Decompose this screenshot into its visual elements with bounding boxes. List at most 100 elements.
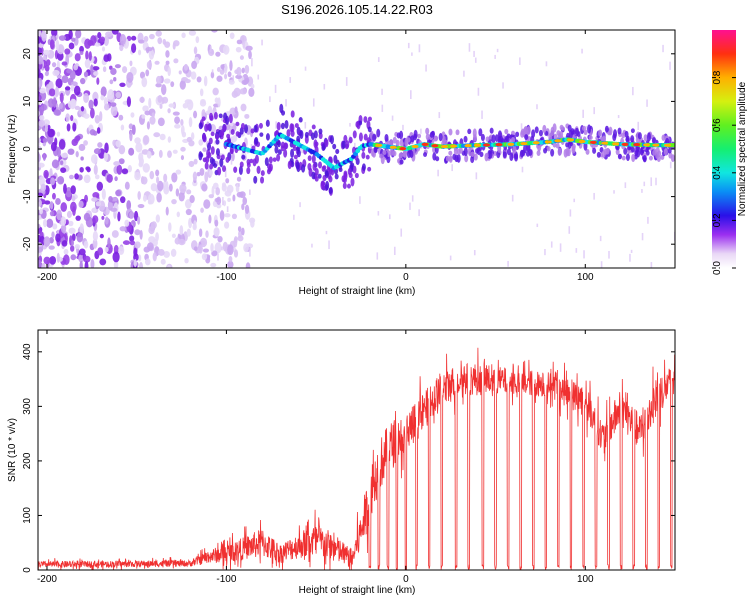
spectrogram-cell	[51, 159, 60, 169]
spectrogram-cell	[208, 48, 215, 57]
spectrogram-cell	[119, 33, 127, 45]
spectrogram-cell	[631, 154, 636, 162]
spectrogram-cell	[411, 195, 414, 202]
spectrogram-cell	[56, 209, 62, 221]
spectrogram-cell	[481, 110, 483, 119]
spectrogram-cell	[526, 126, 531, 135]
spectrogram-cell	[254, 137, 259, 145]
spectrogram-cell	[354, 142, 356, 151]
spectrogram-cell	[485, 136, 490, 142]
spectrogram-cell	[485, 153, 490, 158]
spectrogram-cell	[119, 44, 124, 52]
spectrogram-cell	[464, 154, 469, 163]
spectrogram-cell	[206, 255, 211, 261]
spectrogram-cell	[567, 138, 575, 142]
spectrogram-cell	[51, 62, 57, 68]
spectrogram-cell	[94, 114, 101, 124]
spectrogram-cell	[233, 237, 238, 248]
spectrogram-cell	[144, 258, 151, 266]
spectrogram-cell	[179, 225, 184, 236]
spectrogram-cell	[38, 234, 42, 245]
spectrogram-cell	[60, 216, 67, 226]
spectrogram-cell	[402, 124, 404, 131]
spectrogram-cell	[180, 119, 184, 126]
spectrogram-cell	[83, 140, 88, 146]
spectrogram-cell	[79, 45, 84, 53]
spectrogram-cell	[107, 237, 111, 249]
spectrogram-cell	[94, 174, 100, 180]
spectrogram-cell	[583, 129, 588, 136]
spectrogram-cell	[75, 135, 81, 142]
spectrogram-cell	[650, 262, 653, 268]
spectrogram-cell	[63, 248, 69, 255]
spectrogram-cell	[218, 113, 223, 119]
spectrogram-cell	[287, 160, 292, 170]
spectrogram-cell	[473, 153, 478, 161]
spectrogram-cell	[359, 196, 361, 204]
spectrogram-cell	[241, 203, 245, 211]
spectrogram-cell	[146, 242, 154, 251]
spectrogram-cell	[399, 159, 404, 165]
spectrogram-cell	[601, 141, 609, 145]
spectrogram-cell	[73, 64, 79, 71]
spectrogram-cell	[450, 144, 458, 148]
spectrogram-cell	[333, 154, 338, 164]
spectrogram-cell	[544, 249, 546, 256]
spectrogram-cell	[38, 259, 42, 268]
spectrogram-cell	[70, 185, 76, 195]
spectrogram-cell	[373, 147, 378, 154]
spectrogram-cell	[202, 248, 210, 253]
spectrogram-y-tick-label: 20	[22, 48, 33, 60]
spectrogram-cell	[160, 258, 166, 265]
spectrogram-cell	[62, 254, 70, 266]
spectrogram-cell	[668, 151, 673, 159]
spectrogram-y-tick-label: -20	[22, 237, 33, 252]
spectrogram-cell	[323, 83, 326, 90]
spectrogram-cell	[234, 106, 238, 114]
spectrogram-cell	[381, 104, 384, 112]
spectrogram-cell	[170, 248, 177, 257]
spectrogram-cells	[38, 30, 675, 268]
spectrogram-cell	[61, 240, 68, 247]
spectrogram-cell	[183, 63, 189, 71]
spectrogram-cell	[229, 60, 233, 72]
spectrogram-cell	[536, 150, 541, 157]
spectrogram-cell	[285, 99, 287, 107]
snr-y-tick-label: 200	[22, 452, 33, 469]
spectrogram-cell	[171, 233, 176, 238]
spectrogram-cell	[43, 169, 49, 179]
spectrogram-cell	[358, 132, 363, 142]
spectrogram-cell	[175, 169, 182, 175]
spectrogram-x-tick-label: -200	[37, 272, 57, 283]
spectrogram-cell	[199, 100, 207, 107]
spectrogram-cell	[222, 165, 227, 172]
spectrogram-cell	[314, 141, 319, 147]
spectrogram-cell	[58, 139, 66, 150]
spectrogram-cell	[92, 230, 98, 242]
spectrogram-cell	[49, 168, 53, 177]
spectrogram-cell	[565, 147, 570, 157]
spectrogram-cell	[129, 235, 135, 242]
spectrogram-y-tick-label: 10	[22, 95, 33, 107]
spectrogram-cell	[608, 250, 610, 259]
spectrogram-cell	[244, 204, 250, 215]
spectrogram-cell	[625, 137, 630, 142]
spectrogram-cell	[274, 84, 277, 93]
spectrogram-cell	[324, 170, 329, 178]
spectrogram-cell	[477, 87, 480, 96]
spectrogram-cell	[211, 185, 215, 197]
spectrogram-cell	[627, 145, 632, 151]
spectrogram-cell	[126, 71, 134, 83]
spectrogram-cell	[240, 103, 247, 112]
spectrogram-cell	[120, 196, 126, 204]
spectrogram-cell	[38, 46, 42, 56]
spectrogram-cell	[188, 140, 195, 147]
spectrogram-cell	[464, 143, 472, 148]
spectrogram-cell	[165, 60, 170, 65]
spectrogram-cell	[104, 103, 110, 111]
spectrogram-cell	[293, 154, 298, 160]
spectrogram-cell	[251, 57, 253, 67]
spectrogram-cell	[80, 106, 85, 112]
spectrogram-cell	[550, 148, 555, 157]
spectrogram-cell	[258, 122, 263, 129]
